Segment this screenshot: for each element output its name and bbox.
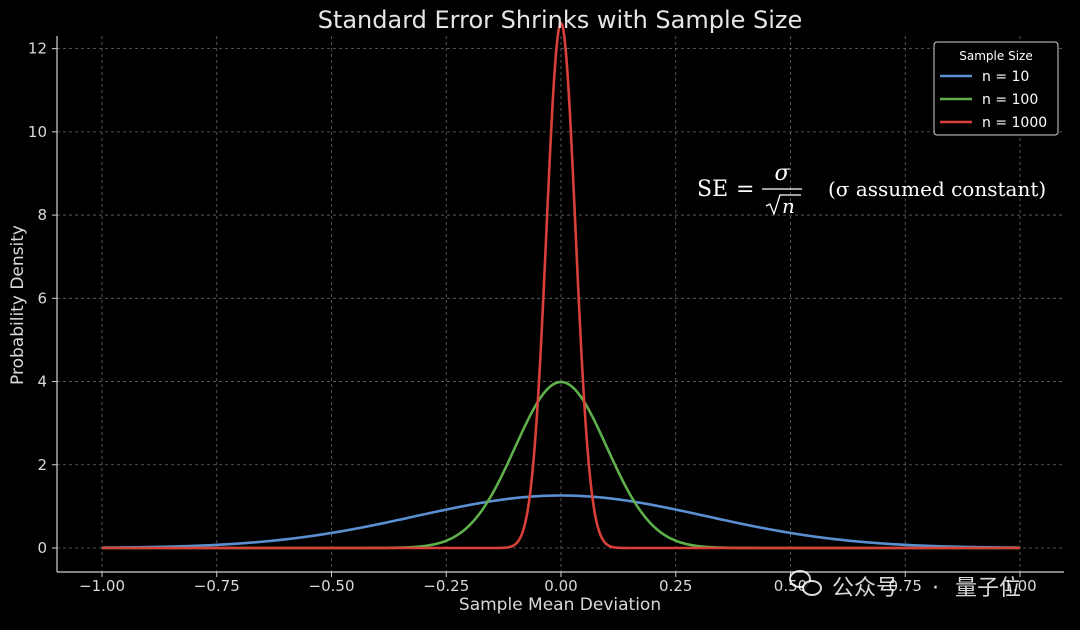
legend-label-n1000: n = 1000	[982, 115, 1047, 131]
axes: −1.00 −0.75 −0.50 −0.25 0.00 0.25 0.50 0.75 1.00…	[28, 36, 1064, 595]
x-tick-label: 0.00	[544, 577, 577, 595]
y-tick-label: 6	[37, 289, 47, 307]
y-tick-label: 4	[37, 373, 47, 391]
legend-label-n100: n = 100	[982, 92, 1038, 108]
chart-title: Standard Error Shrinks with Sample Size	[318, 6, 803, 34]
x-axis-label: Sample Mean Deviation	[459, 595, 661, 615]
x-tick-label: −0.25	[423, 577, 469, 595]
legend-box	[933, 41, 1059, 136]
y-tick-label: 0	[37, 539, 47, 557]
formula-denominator: n	[782, 194, 795, 218]
x-tick-label: 0.25	[659, 577, 692, 595]
x-tick-label: −0.50	[309, 577, 355, 595]
x-tick-label: −0.75	[194, 577, 240, 595]
formula-note: (σ assumed constant)	[828, 177, 1046, 201]
legend-title: Sample Size	[959, 49, 1032, 63]
y-tick-label: 10	[28, 123, 47, 141]
series-line-n10	[101, 494, 1021, 549]
series-line-n1000	[101, 21, 1021, 550]
x-tick-label: 1.00	[1003, 577, 1036, 595]
series-group	[101, 21, 1021, 550]
grid	[57, 36, 1064, 572]
y-axis-label: Probability Density	[8, 225, 28, 385]
watermark: 公众号 · 量子位	[789, 570, 1021, 601]
formula-equals: =	[736, 177, 754, 202]
formula-annotation: SE = σ n (σ assumed constant)	[697, 161, 1046, 218]
watermark-text-left: 公众号	[832, 576, 898, 601]
y-tick-label: 12	[28, 40, 47, 58]
legend: Sample Size n = 10 n = 100 n = 1000	[933, 41, 1059, 136]
wechat-logo-icon	[789, 570, 822, 596]
x-tick-label: 0.75	[889, 577, 922, 595]
formula-numerator: σ	[774, 161, 790, 186]
sqrt-icon	[765, 194, 801, 216]
x-tick-label: 0.50	[774, 577, 807, 595]
legend-label-n10: n = 10	[982, 69, 1029, 85]
watermark-separator: ·	[932, 576, 939, 601]
formula-lhs: SE	[697, 177, 728, 202]
x-tick-label: −1.00	[79, 577, 125, 595]
y-tick-label: 2	[37, 456, 47, 474]
watermark-text-right: 量子位	[955, 576, 1021, 601]
y-tick-label: 8	[37, 206, 47, 224]
